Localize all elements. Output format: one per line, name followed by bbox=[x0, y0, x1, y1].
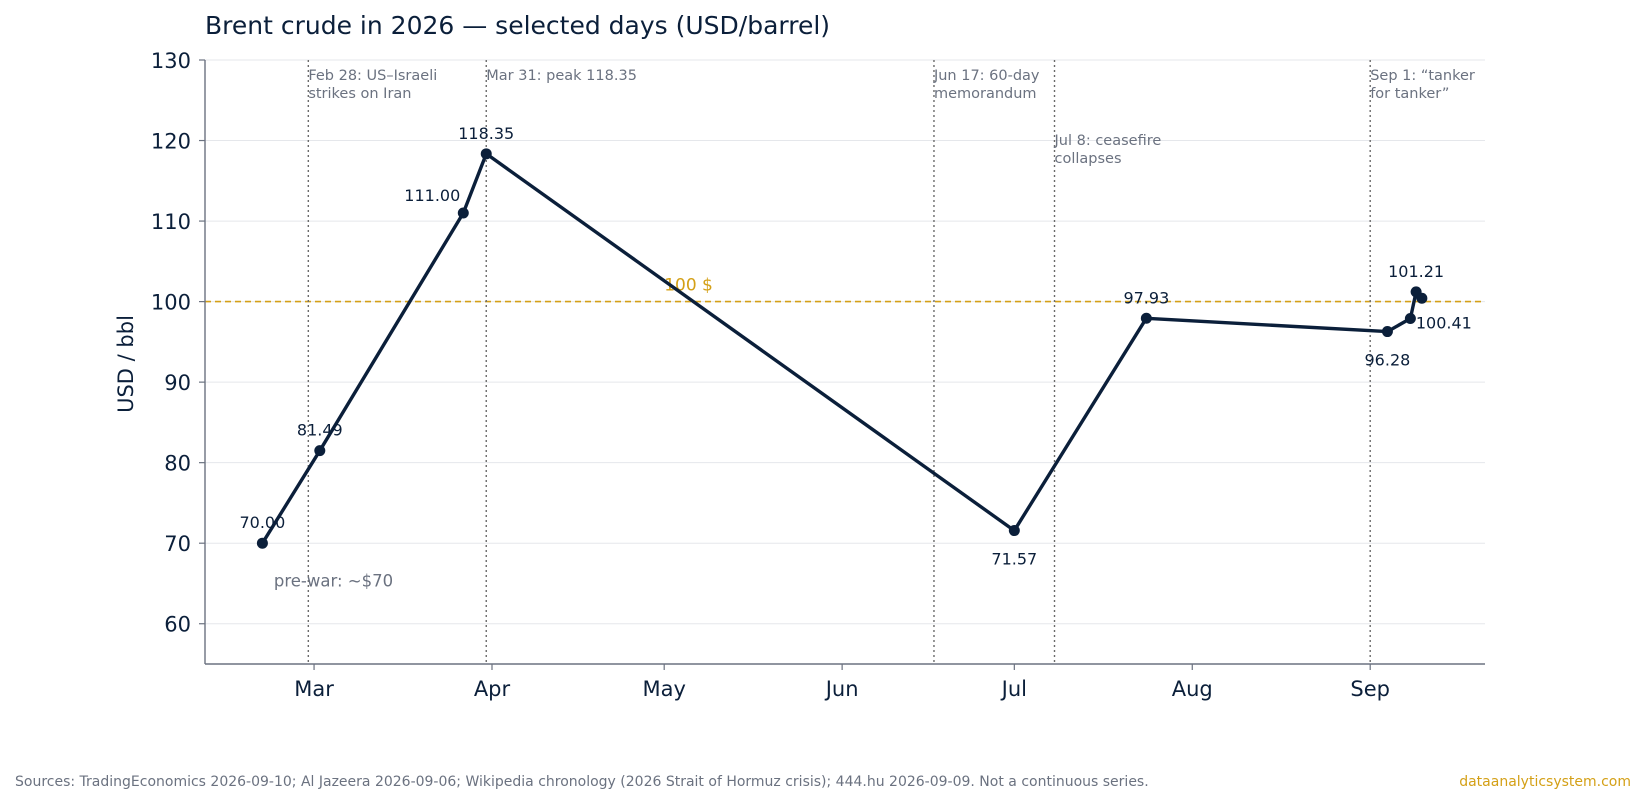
event-label: for tanker” bbox=[1370, 86, 1449, 102]
chart-title: Brent crude in 2026 — selected days (USD… bbox=[205, 11, 830, 40]
data-point bbox=[1140, 312, 1152, 324]
data-point bbox=[1404, 313, 1416, 325]
data-point bbox=[1416, 292, 1428, 304]
x-tick-label: Mar bbox=[294, 677, 334, 701]
y-tick-label: 70 bbox=[164, 532, 191, 556]
event-label: Mar 31: peak 118.35 bbox=[486, 68, 637, 84]
data-label: 96.28 bbox=[1365, 351, 1411, 370]
brand-link[interactable]: dataanalyticsystem.com bbox=[1459, 774, 1631, 790]
y-tick-label: 130 bbox=[151, 49, 191, 73]
data-label: 111.00 bbox=[404, 186, 460, 205]
data-point bbox=[480, 148, 492, 160]
event-label: memorandum bbox=[934, 86, 1037, 102]
source-note: Sources: TradingEconomics 2026-09-10; Al… bbox=[15, 774, 1149, 790]
event-markers: Feb 28: US–Israeli strikes on Iran Mar 31:… bbox=[307, 60, 1475, 664]
data-labels: 70.00 81.49 111.00 118.35 71.57 97.93 96.28 101… bbox=[239, 124, 1471, 591]
event-label: Jun 17: 60-day bbox=[933, 68, 1040, 84]
data-label: 101.21 bbox=[1388, 262, 1444, 281]
event-label: collapses bbox=[1055, 151, 1122, 167]
data-label: 118.35 bbox=[458, 124, 514, 143]
y-tick-label: 120 bbox=[151, 130, 191, 154]
data-label: 70.00 bbox=[239, 513, 285, 532]
event-label: Jul 8: ceasefire bbox=[1054, 133, 1162, 149]
reference-line-group: 100 $ bbox=[205, 276, 1485, 303]
y-tick-label: 60 bbox=[164, 613, 191, 637]
data-label: 100.41 bbox=[1416, 313, 1472, 332]
series-group bbox=[256, 148, 1428, 549]
data-point bbox=[314, 445, 326, 457]
x-tick-label: Jul bbox=[1000, 677, 1027, 701]
event-label: strikes on Iran bbox=[308, 86, 411, 102]
y-tick-label: 110 bbox=[151, 210, 191, 234]
event-label: Sep 1: “tanker bbox=[1370, 68, 1475, 84]
y-tick-label: 90 bbox=[164, 371, 191, 395]
y-tick-label: 80 bbox=[164, 452, 191, 476]
data-point bbox=[1008, 525, 1020, 537]
pre-war-note: pre-war: ~$70 bbox=[274, 572, 393, 591]
x-tick-label: May bbox=[642, 677, 685, 701]
x-tick-label: Apr bbox=[474, 677, 511, 701]
data-label: 81.49 bbox=[297, 421, 343, 440]
y-axis-label: USD / bbl bbox=[114, 315, 138, 413]
data-point bbox=[457, 207, 469, 219]
y-tick-label: 100 bbox=[151, 291, 191, 315]
data-label: 71.57 bbox=[991, 550, 1037, 569]
x-tick-label: Jun bbox=[824, 677, 859, 701]
event-label: Feb 28: US–Israeli bbox=[308, 68, 437, 84]
axes: 60 70 80 90 100 110 120 130 Mar Apr May Jun Jul Aug Se… bbox=[151, 49, 1485, 701]
grid-lines bbox=[205, 59, 1485, 625]
series-line bbox=[260, 152, 1424, 545]
x-tick-label: Aug bbox=[1172, 677, 1213, 701]
data-label: 97.93 bbox=[1123, 288, 1169, 307]
x-tick-label: Sep bbox=[1350, 677, 1390, 701]
data-point bbox=[256, 537, 268, 549]
data-point bbox=[1381, 326, 1393, 338]
